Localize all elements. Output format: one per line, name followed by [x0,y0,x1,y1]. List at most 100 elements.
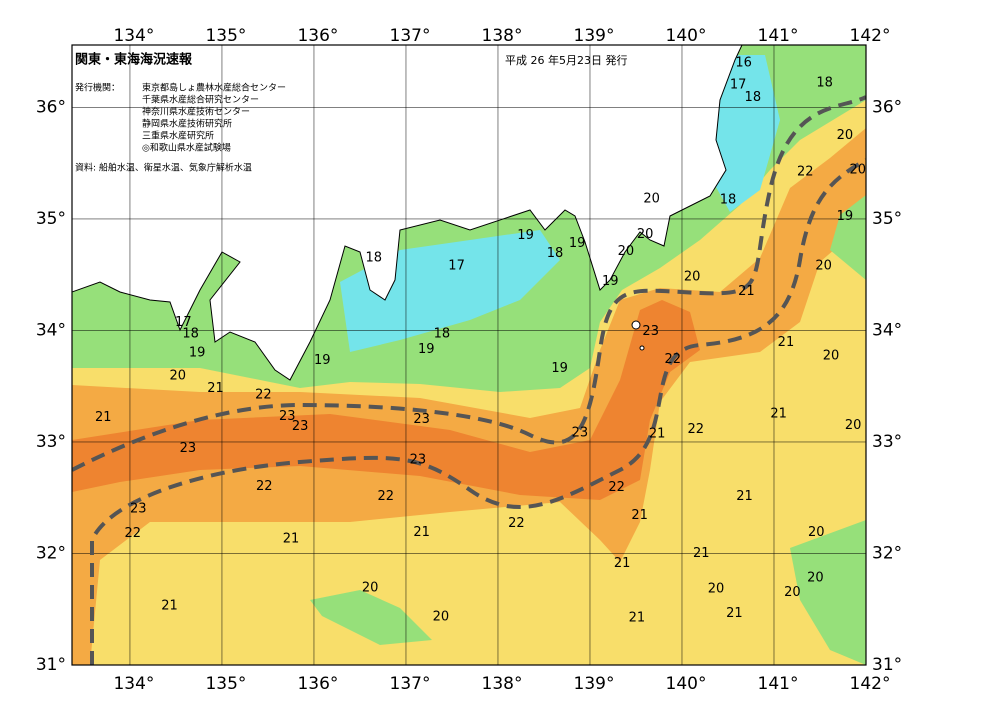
warm-core [72,300,700,500]
isotherm-label: 22 [797,165,814,180]
lat-tick-label: 32° [872,543,902,563]
lon-tick-label: 140° [666,26,707,46]
isotherm-label: 21 [631,508,648,523]
isotherm-label: 21 [736,489,753,504]
isotherm-label: 21 [614,556,631,571]
isotherm-label: 22 [608,480,625,495]
isotherm-label: 19 [418,342,435,357]
isotherm-label: 17 [730,78,747,93]
issuer: 東京都島しょ農林水産総合センター [142,82,286,94]
lat-tick-label: 34° [872,320,902,340]
cold-east [712,55,780,212]
isotherm-label: 22 [688,422,705,437]
issuer: 神奈川県水産技術センター [142,106,250,118]
lon-tick-label: 142° [850,26,891,46]
isotherm-label: 21 [283,531,300,546]
lat-tick-label: 31° [36,655,66,675]
isotherm-label: 23 [642,324,659,339]
isotherm-label: 20 [823,349,840,364]
lat-tick-label: 34° [36,320,66,340]
isotherm-label: 22 [256,479,273,494]
issuer: 静岡県水産技術研究所 [142,118,232,130]
isotherm-label: 18 [434,326,451,341]
isotherm-label: 16 [735,55,752,70]
lon-tick-label: 134° [113,674,154,694]
isotherm-label: 20 [849,162,866,177]
isotherm-label: 18 [720,193,737,208]
isotherm-label: 20 [433,610,450,625]
isotherm-label: 23 [410,452,427,467]
isotherm-label: 23 [180,441,197,456]
grid [72,45,866,665]
isotherm-label: 20 [637,227,654,242]
isotherm-label: 20 [362,581,379,596]
isotherm-label: 21 [161,598,178,613]
isotherm-label: 23 [413,412,430,427]
island [631,320,641,330]
land [72,45,743,381]
lon-tick-label: 139° [574,674,615,694]
lon-tick-label: 136° [297,26,338,46]
isotherm-label: 20 [784,585,801,600]
isotherm-label: 22 [255,388,272,403]
isotherm-label: 23 [292,419,309,434]
warm-band [72,128,866,665]
lon-tick-label: 140° [666,674,707,694]
isotherm-label: 21 [413,525,430,540]
lat-tick-label: 33° [36,432,66,452]
lat-tick-label: 32° [36,543,66,563]
issue-date: 平成 26 年5月23日 発行 [505,53,627,67]
lon-tick-label: 138° [482,26,523,46]
isotherm-label: 18 [182,326,199,341]
isotherm-label: 21 [738,284,755,299]
isotherm-label: 21 [693,546,710,561]
lon-tick-label: 135° [205,26,246,46]
lon-tick-label: 137° [390,674,431,694]
data-source: 資料: 船舶水温、衛星水温、気象庁解析水温 [75,162,252,174]
lon-tick-label: 134° [113,26,154,46]
lat-tick-label: 36° [872,97,902,117]
lon-tick-label: 136° [297,674,338,694]
isotherm-label: 21 [629,611,646,626]
lat-tick-label: 36° [36,97,66,117]
frame [71,44,867,666]
lon-tick-label: 138° [482,674,523,694]
issuer-label: 発行機関： [75,82,120,94]
title: 関東・東海海況速報 [75,52,193,68]
isotherm-label: 21 [778,335,795,350]
isotherm-label: 23 [130,501,147,516]
isotherm-label: 19 [517,228,534,243]
isotherm-label: 21 [726,606,743,621]
isotherm-label: 19 [551,361,568,376]
isotherm-label: 21 [207,381,224,396]
isotherm-label: 20 [618,244,635,259]
isotherm-label: 21 [649,427,666,442]
isotherm-label: 20 [684,269,701,284]
isotherm-label: 19 [189,345,206,360]
lon-tick-label: 141° [758,674,799,694]
isotherm-label: 22 [665,352,682,367]
issuer: ◎和歌山県水産試験場 [142,142,231,154]
isotherm-label: 20 [845,418,862,433]
issuer: 千葉県水産総合研究センター [142,94,259,106]
isotherm-label: 22 [508,516,525,531]
isotherm-label: 20 [643,191,660,206]
issuer: 三重県水産研究所 [142,130,214,142]
isotherm-label: 19 [602,274,619,289]
isotherm-label: 22 [377,489,394,504]
isotherm-label: 19 [569,236,586,251]
cool-east [830,195,866,280]
kuroshio-south-edge [90,158,866,665]
isotherm-label: 21 [770,407,787,422]
isotherm-label: 20 [708,582,725,597]
lat-tick-label: 31° [872,655,902,675]
isotherm-label: 19 [837,209,854,224]
isotherm-label: 22 [124,526,141,541]
issuer-list: 東京都島しょ農林水産総合センター千葉県水産総合研究センター神奈川県水産技術センタ… [142,82,286,154]
isotherm-label: 20 [837,128,854,143]
cool-southeast [790,520,866,665]
isotherm-label: 20 [807,571,824,586]
